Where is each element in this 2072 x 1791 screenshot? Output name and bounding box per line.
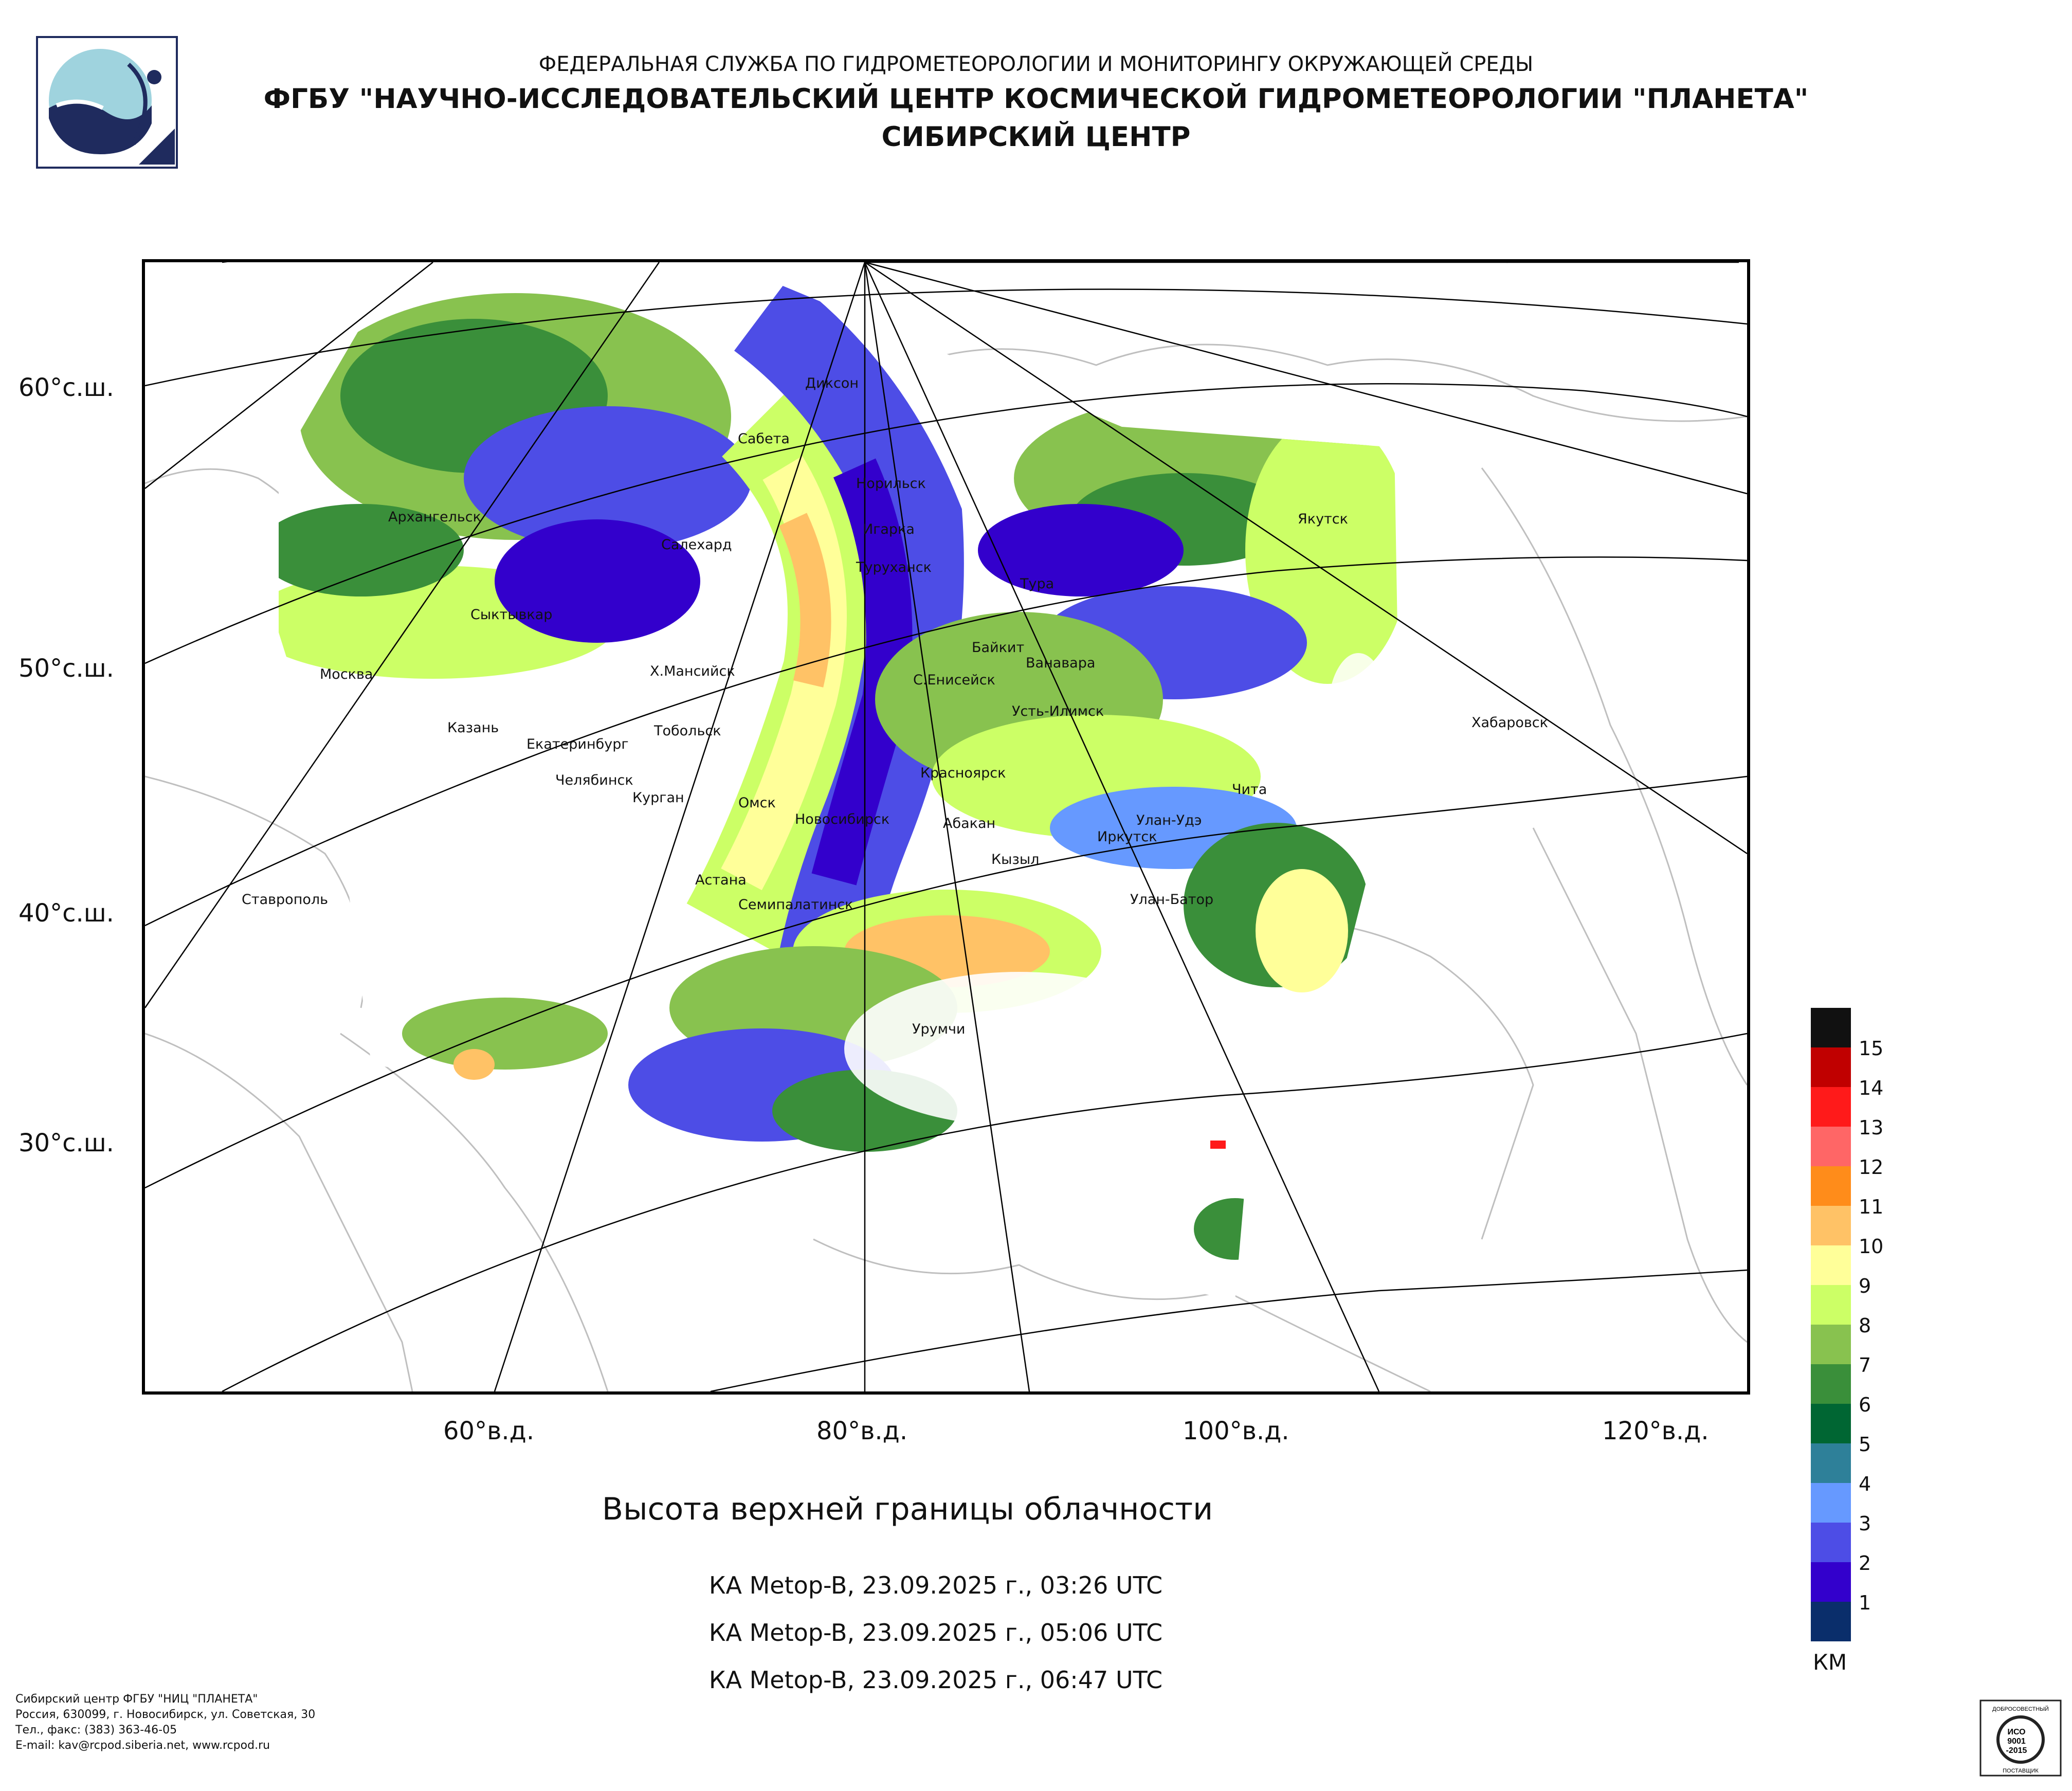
city-label: Новосибирск bbox=[795, 811, 890, 827]
planeta-logo bbox=[36, 36, 178, 169]
legend-swatch bbox=[1811, 1523, 1851, 1562]
lat-label-60: 60°с.ш. bbox=[19, 373, 114, 402]
legend-value: 14 bbox=[1859, 1077, 1884, 1099]
legend-swatch bbox=[1811, 1127, 1851, 1166]
city-label: Семипалатинск bbox=[738, 897, 853, 913]
legend-value: 1 bbox=[1859, 1591, 1871, 1614]
lon-label-120: 120°в.д. bbox=[1602, 1417, 1709, 1445]
city-label: Сабета bbox=[738, 431, 790, 447]
legend-value: 3 bbox=[1859, 1512, 1871, 1535]
iso-badge: ДОБРОСОВЕСТНЫЙ ИСО 9001 -2015 ПОСТАВЩИК bbox=[1979, 1699, 2062, 1777]
pass-line: КА Metop-B, 23.09.2025 г., 03:26 UTC bbox=[708, 1571, 1163, 1599]
lon-label-80: 80°в.д. bbox=[816, 1417, 908, 1445]
legend-swatch bbox=[1811, 1443, 1851, 1483]
iso-line2: 9001 bbox=[2007, 1737, 2026, 1746]
city-label: Усть-Илимск bbox=[1012, 703, 1104, 719]
city-label: Курган bbox=[632, 790, 684, 806]
city-label: Туруханск bbox=[856, 559, 932, 575]
city-label: Архангельск bbox=[388, 509, 481, 525]
footer-line: Сибирский центр ФГБУ "НИЦ "ПЛАНЕТА" bbox=[15, 1693, 258, 1706]
city-label: Тура bbox=[1020, 576, 1055, 592]
header-center: СИБИРСКИЙ ЦЕНТР bbox=[881, 121, 1191, 153]
city-label: Сыктывкар bbox=[470, 607, 553, 623]
header-agency: ФЕДЕРАЛЬНАЯ СЛУЖБА ПО ГИДРОМЕТЕОРОЛОГИИ … bbox=[538, 52, 1534, 76]
legend-value: 5 bbox=[1859, 1433, 1871, 1456]
pass-line: КА Metop-B, 23.09.2025 г., 05:06 UTC bbox=[708, 1619, 1163, 1647]
city-label: Ванавара bbox=[1026, 655, 1096, 671]
color-legend bbox=[1811, 1008, 1852, 1641]
city-label: Игарка bbox=[863, 521, 915, 537]
iso-line1: ИСО bbox=[2007, 1728, 2025, 1736]
city-label: С.Енисейск bbox=[913, 672, 995, 688]
legend-value: 8 bbox=[1859, 1314, 1871, 1337]
city-label: Иркутск bbox=[1097, 829, 1157, 845]
city-label: Красноярск bbox=[920, 765, 1006, 781]
legend-swatch bbox=[1811, 1562, 1851, 1602]
city-label: Тобольск bbox=[654, 723, 721, 739]
footer-line: Россия, 630099, г. Новосибирск, ул. Сове… bbox=[15, 1708, 316, 1721]
legend-swatch bbox=[1811, 1602, 1851, 1641]
header-institute: ФГБУ "НАУЧНО-ИССЛЕДОВАТЕЛЬСКИЙ ЦЕНТР КОС… bbox=[263, 83, 1809, 115]
lon-label-60: 60°в.д. bbox=[443, 1417, 535, 1445]
city-label: Улан-Удэ bbox=[1136, 812, 1202, 828]
legend-swatch bbox=[1811, 1206, 1851, 1245]
city-label: Москва bbox=[320, 666, 373, 682]
lat-label-30: 30°с.ш. bbox=[19, 1129, 114, 1157]
city-label: Чита bbox=[1232, 782, 1267, 798]
city-label: Хабаровск bbox=[1471, 715, 1548, 731]
legend-unit: КМ bbox=[1813, 1650, 1847, 1675]
lat-label-40: 40°с.ш. bbox=[19, 899, 114, 928]
city-label: Челябинск bbox=[555, 772, 633, 788]
legend-swatch bbox=[1811, 1285, 1851, 1325]
city-label: Ставрополь bbox=[242, 892, 329, 908]
city-label: Казань bbox=[447, 720, 499, 736]
city-label: Омск bbox=[738, 795, 776, 811]
graticule bbox=[145, 262, 1747, 1391]
city-label: Диксон bbox=[805, 375, 859, 391]
iso-top: ДОБРОСОВЕСТНЫЙ bbox=[1992, 1706, 2049, 1712]
footer-contacts: Сибирский центр ФГБУ "НИЦ "ПЛАНЕТА" Росс… bbox=[15, 1692, 315, 1753]
legend-value: 9 bbox=[1859, 1275, 1871, 1297]
legend-value: 7 bbox=[1859, 1354, 1871, 1377]
footer-line: Тел., факс: (383) 363-46-05 bbox=[15, 1724, 177, 1736]
map-frame bbox=[142, 259, 1750, 1395]
legend-swatch bbox=[1811, 1166, 1851, 1206]
city-label: Норильск bbox=[856, 476, 926, 492]
cloud-top-map bbox=[145, 262, 1747, 1391]
legend-value: 13 bbox=[1859, 1116, 1884, 1139]
legend-swatch bbox=[1811, 1364, 1851, 1404]
city-label: Абакан bbox=[943, 816, 996, 831]
city-label: Кызыл bbox=[991, 852, 1040, 867]
city-label: Екатеринбург bbox=[526, 736, 629, 752]
iso-line3: -2015 bbox=[2006, 1746, 2027, 1755]
footer-line: E-mail: kav@rcpod.siberia.net, www.rcpod… bbox=[15, 1739, 270, 1752]
legend-swatch bbox=[1811, 1483, 1851, 1523]
pass-line: КА Metop-B, 23.09.2025 г., 06:47 UTC bbox=[708, 1666, 1163, 1694]
legend-value: 10 bbox=[1859, 1235, 1884, 1258]
lon-label-100: 100°в.д. bbox=[1183, 1417, 1289, 1445]
legend-value: 11 bbox=[1859, 1196, 1884, 1218]
legend-swatch bbox=[1811, 1245, 1851, 1285]
legend-value: 12 bbox=[1859, 1156, 1884, 1179]
legend-swatch bbox=[1811, 1325, 1851, 1364]
legend-value: 6 bbox=[1859, 1394, 1871, 1416]
legend-swatch bbox=[1811, 1087, 1851, 1127]
legend-value: 4 bbox=[1859, 1473, 1871, 1495]
legend-swatch bbox=[1811, 1404, 1851, 1443]
product-title: Высота верхней границы облачности bbox=[602, 1491, 1213, 1527]
city-label: Салехард bbox=[661, 537, 732, 553]
city-label: Байкит bbox=[972, 640, 1025, 656]
city-label: Улан-Батор bbox=[1130, 892, 1214, 908]
legend-value: 2 bbox=[1859, 1552, 1871, 1575]
lat-label-50: 50°с.ш. bbox=[19, 654, 114, 683]
city-label: Х.Мансийск bbox=[650, 663, 735, 679]
city-label: Урумчи bbox=[912, 1021, 966, 1037]
iso-bottom: ПОСТАВЩИК bbox=[2003, 1768, 2039, 1774]
city-label: Якутск bbox=[1298, 511, 1348, 527]
legend-swatch bbox=[1811, 1047, 1851, 1087]
city-label: Астана bbox=[695, 872, 747, 888]
legend-swatch bbox=[1811, 1008, 1851, 1047]
legend-value: 15 bbox=[1859, 1037, 1884, 1060]
